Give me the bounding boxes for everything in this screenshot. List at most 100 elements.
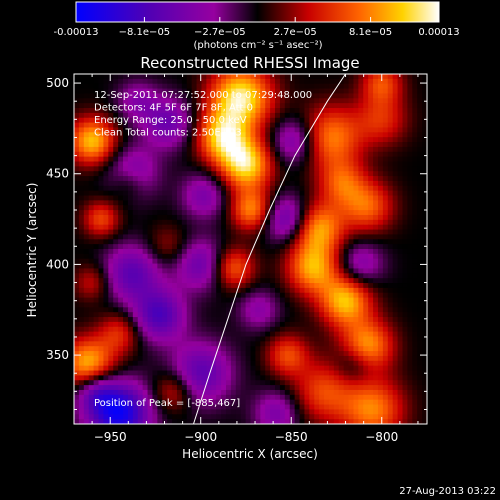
heatmap-cell bbox=[270, 380, 276, 386]
heatmap-cell bbox=[324, 268, 330, 274]
heatmap-cell bbox=[353, 176, 359, 182]
heatmap-cell bbox=[265, 399, 271, 406]
heatmap-cell bbox=[353, 321, 359, 328]
heatmap-cell bbox=[265, 360, 271, 367]
heatmap-cell bbox=[78, 375, 85, 381]
heatmap-cell bbox=[260, 108, 266, 114]
heatmap-cell bbox=[225, 137, 232, 143]
heatmap-cell bbox=[363, 351, 369, 357]
heatmap-cell bbox=[392, 210, 399, 216]
heatmap-cell bbox=[123, 365, 129, 372]
heatmap-cell bbox=[240, 287, 247, 294]
heatmap-cell bbox=[225, 180, 232, 187]
heatmap-cell bbox=[113, 312, 119, 318]
heatmap-cell bbox=[250, 142, 256, 148]
heatmap-cell bbox=[98, 142, 105, 148]
heatmap-cell bbox=[294, 229, 301, 236]
heatmap-cell bbox=[211, 268, 217, 274]
heatmap-cell bbox=[167, 321, 173, 328]
heatmap-cell bbox=[328, 214, 335, 221]
heatmap-cell bbox=[260, 142, 266, 148]
heatmap-cell bbox=[284, 161, 291, 167]
heatmap-cell bbox=[309, 312, 315, 318]
heatmap-cell bbox=[412, 253, 418, 260]
heatmap-cell bbox=[387, 380, 394, 386]
heatmap-cell bbox=[319, 200, 325, 206]
heatmap-cell bbox=[78, 127, 85, 133]
heatmap-cell bbox=[319, 195, 325, 201]
heatmap-cell bbox=[196, 399, 203, 406]
heatmap-cell bbox=[108, 268, 114, 274]
heatmap-cell bbox=[279, 258, 286, 265]
heatmap-cell bbox=[377, 336, 384, 342]
heatmap-cell bbox=[103, 214, 109, 221]
heatmap-cell bbox=[284, 83, 291, 90]
heatmap-cell bbox=[333, 404, 340, 411]
heatmap-cell bbox=[333, 307, 340, 313]
heatmap-cell bbox=[88, 385, 95, 391]
heatmap-cell bbox=[314, 326, 320, 333]
heatmap-cell bbox=[206, 302, 212, 308]
heatmap-cell bbox=[142, 360, 149, 367]
heatmap-cell bbox=[93, 219, 100, 226]
heatmap-cell bbox=[279, 370, 286, 376]
heatmap-cell bbox=[407, 273, 413, 279]
heatmap-cell bbox=[392, 370, 399, 376]
heatmap-cell bbox=[88, 321, 95, 328]
heatmap-cell bbox=[309, 380, 315, 386]
heatmap-cell bbox=[113, 273, 119, 279]
heatmap-cell bbox=[123, 127, 129, 133]
heatmap-cell bbox=[132, 185, 139, 192]
heatmap-cell bbox=[422, 244, 427, 250]
heatmap-cell bbox=[201, 321, 207, 328]
heatmap-cell bbox=[98, 88, 105, 95]
heatmap-cell bbox=[181, 195, 188, 201]
heatmap-cell bbox=[113, 249, 119, 255]
heatmap-cell bbox=[83, 331, 90, 338]
heatmap-cell bbox=[250, 283, 256, 289]
heatmap-cell bbox=[314, 200, 320, 206]
heatmap-cell bbox=[83, 195, 90, 201]
heatmap-cell bbox=[250, 112, 256, 119]
heatmap-cell bbox=[196, 210, 203, 216]
heatmap-cell bbox=[377, 166, 384, 172]
heatmap-cell bbox=[230, 195, 237, 201]
heatmap-cell bbox=[147, 156, 154, 163]
heatmap-cell bbox=[118, 103, 124, 109]
heatmap-cell bbox=[113, 210, 119, 216]
heatmap-cell bbox=[299, 365, 306, 372]
heatmap-cell bbox=[93, 380, 100, 386]
heatmap-cell bbox=[309, 273, 315, 279]
heatmap-cell bbox=[108, 278, 114, 284]
heatmap-cell bbox=[343, 195, 350, 201]
heatmap-cell bbox=[88, 180, 95, 187]
heatmap-cell bbox=[275, 112, 281, 119]
heatmap-cell bbox=[417, 180, 423, 187]
heatmap-cell bbox=[255, 98, 261, 104]
heatmap-cell bbox=[382, 137, 389, 143]
heatmap-cell bbox=[412, 283, 418, 289]
heatmap-cell bbox=[255, 244, 261, 250]
heatmap-cell bbox=[78, 302, 85, 308]
heatmap-cell bbox=[373, 263, 379, 270]
heatmap-cell bbox=[343, 74, 350, 80]
heatmap-cell bbox=[142, 127, 149, 133]
heatmap-cell bbox=[309, 331, 315, 338]
heatmap-cell bbox=[328, 336, 335, 342]
heatmap-cell bbox=[275, 142, 281, 148]
heatmap-cell bbox=[167, 219, 173, 226]
heatmap-cell bbox=[225, 336, 232, 342]
heatmap-cell bbox=[422, 346, 427, 352]
heatmap-cell bbox=[221, 399, 227, 406]
heatmap-cell bbox=[186, 171, 193, 177]
heatmap-cell bbox=[216, 278, 222, 284]
heatmap-cell bbox=[353, 137, 359, 143]
heatmap-cell bbox=[314, 127, 320, 133]
heatmap-cell bbox=[221, 283, 227, 289]
heatmap-cell bbox=[191, 146, 198, 153]
heatmap-cell bbox=[206, 346, 212, 352]
heatmap-cell bbox=[260, 146, 266, 153]
heatmap-cell bbox=[225, 249, 232, 255]
heatmap-cell bbox=[260, 375, 266, 381]
heatmap-cell bbox=[382, 268, 389, 274]
